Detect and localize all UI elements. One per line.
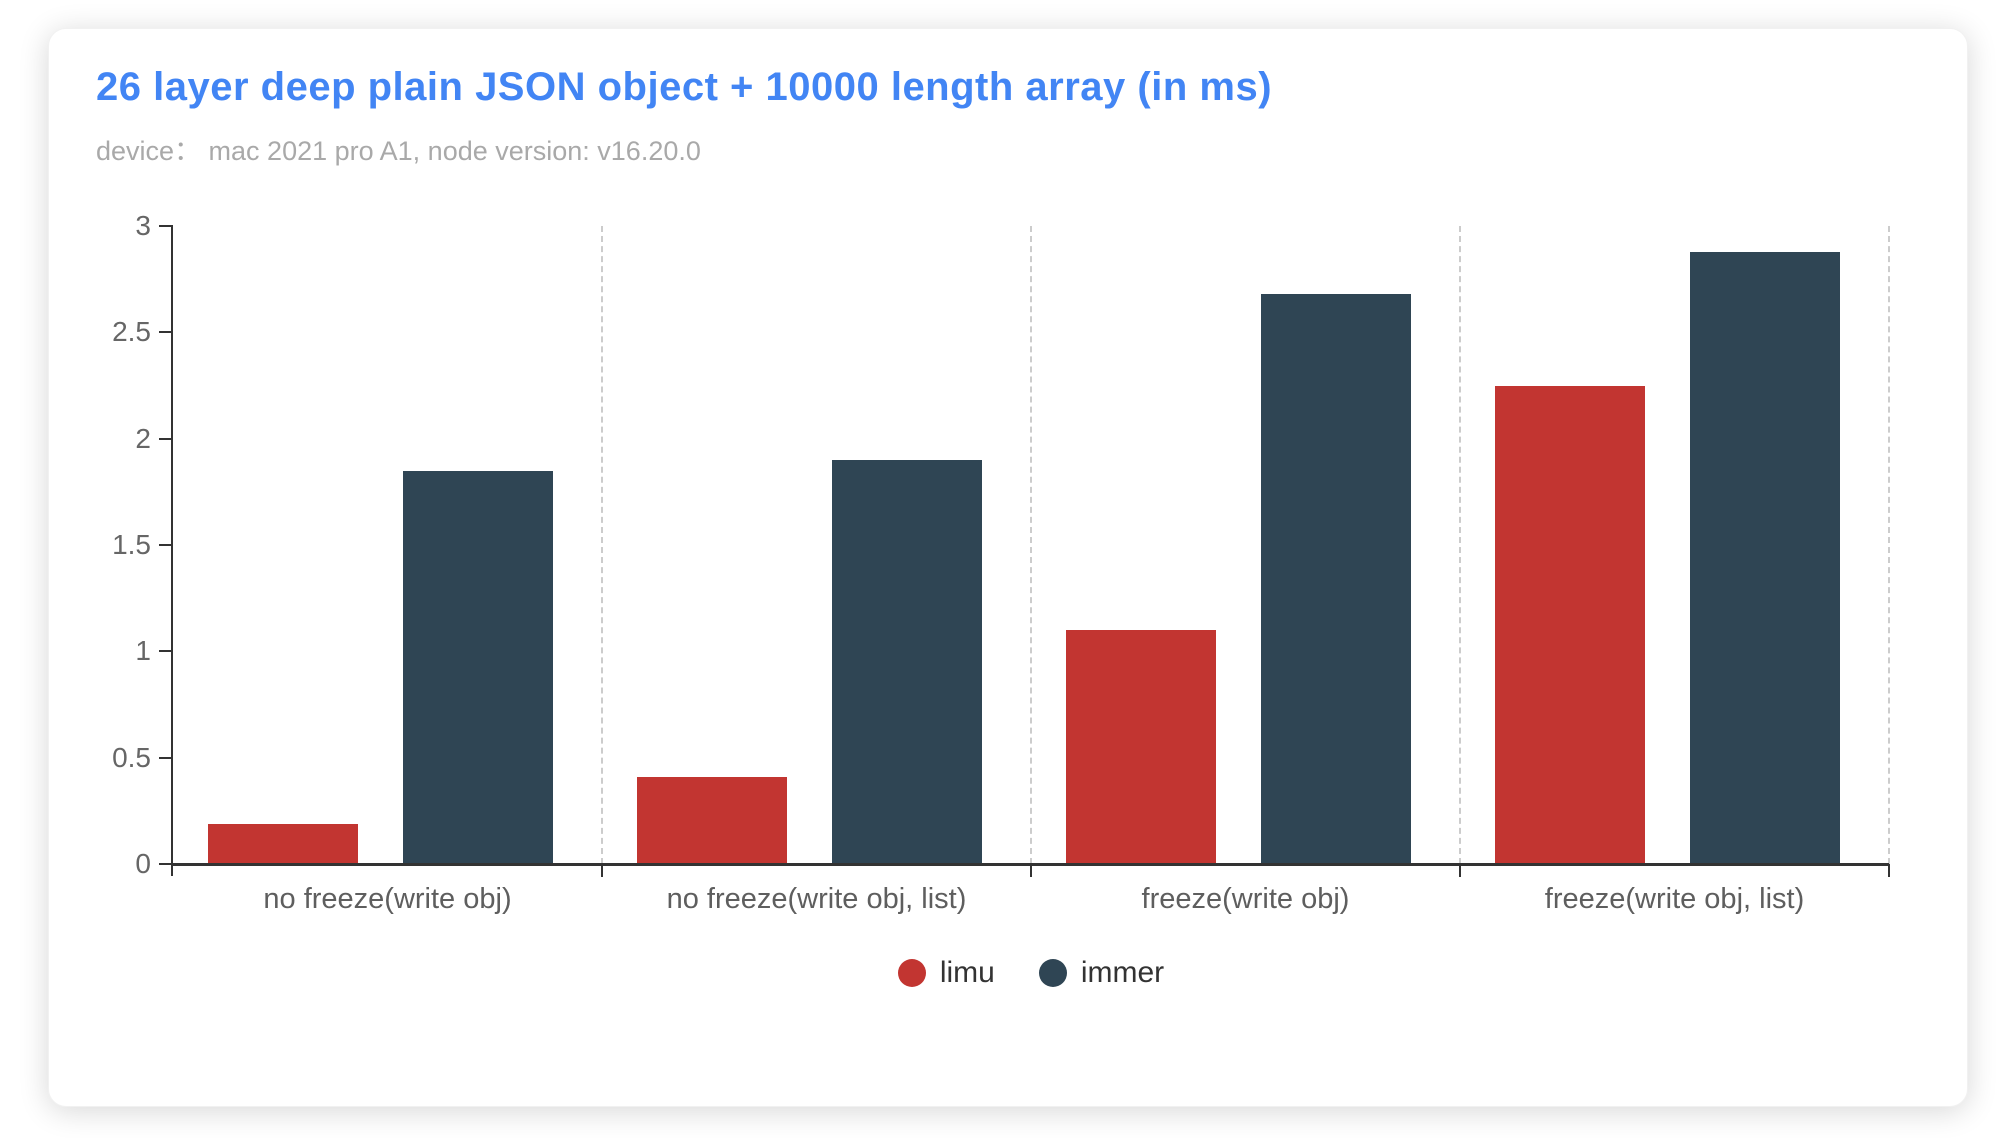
chart-plot: 0 0.5 1 1.5 2 2.5 3 no freeze(write obj) no free… <box>49 29 1967 1106</box>
y-axis-tick <box>159 437 173 440</box>
legend-dot-limu <box>897 959 926 987</box>
bar-immer-1[interactable] <box>832 459 982 864</box>
legend-label-immer: immer <box>1080 956 1165 989</box>
y-axis-tick <box>159 225 173 227</box>
x-axis-category-label: no freeze(write obj) <box>263 883 512 915</box>
bar-immer-3[interactable] <box>1690 251 1840 864</box>
category-separator <box>1030 226 1032 864</box>
y-axis-tick-label: 0 <box>135 848 151 879</box>
bar-immer-2[interactable] <box>1261 294 1411 864</box>
x-axis-tick <box>1459 864 1461 877</box>
category-separator <box>1888 226 1890 864</box>
bar-immer-0[interactable] <box>403 470 553 864</box>
legend: limu immer <box>173 955 1889 991</box>
y-axis-tick-label: 1.5 <box>112 529 151 560</box>
chart-card: 26 layer deep plain JSON object + 10000 … <box>48 28 1968 1107</box>
x-axis-category-label: freeze(write obj) <box>1141 883 1350 915</box>
legend-item-immer[interactable]: immer <box>1038 956 1165 990</box>
y-axis-tick <box>159 650 173 653</box>
legend-dot-immer <box>1038 959 1067 987</box>
y-axis-line <box>171 226 173 876</box>
category-separator <box>1459 226 1461 864</box>
chart-title: 26 layer deep plain JSON object + 10000 … <box>96 65 1273 109</box>
y-axis-tick-label: 2 <box>135 422 151 454</box>
y-axis-tick-label: 2.5 <box>112 316 151 348</box>
y-axis-tick-label: 3 <box>135 210 151 241</box>
y-axis-tick <box>159 863 173 865</box>
category-separator <box>601 226 603 864</box>
bar-limu-3[interactable] <box>1495 385 1645 864</box>
y-axis-tick <box>159 331 173 334</box>
x-axis-tick <box>601 864 603 877</box>
legend-item-limu[interactable]: limu <box>897 956 995 990</box>
y-axis-tick-label: 1 <box>135 635 151 667</box>
y-axis-tick-label: 0.5 <box>112 741 151 773</box>
x-axis-category-label: no freeze(write obj, list) <box>666 883 967 915</box>
bar-limu-1[interactable] <box>637 776 787 864</box>
legend-label-limu: limu <box>939 956 995 989</box>
y-axis-tick <box>159 544 173 546</box>
x-axis-tick <box>1888 864 1890 877</box>
bar-limu-0[interactable] <box>208 823 358 864</box>
x-axis-tick <box>1030 864 1032 877</box>
bar-limu-2[interactable] <box>1066 630 1216 864</box>
y-axis-tick <box>159 756 173 759</box>
chart-subtitle: device： mac 2021 pro A1, node version: v… <box>96 136 701 166</box>
x-axis-category-label: freeze(write obj, list) <box>1544 883 1805 915</box>
